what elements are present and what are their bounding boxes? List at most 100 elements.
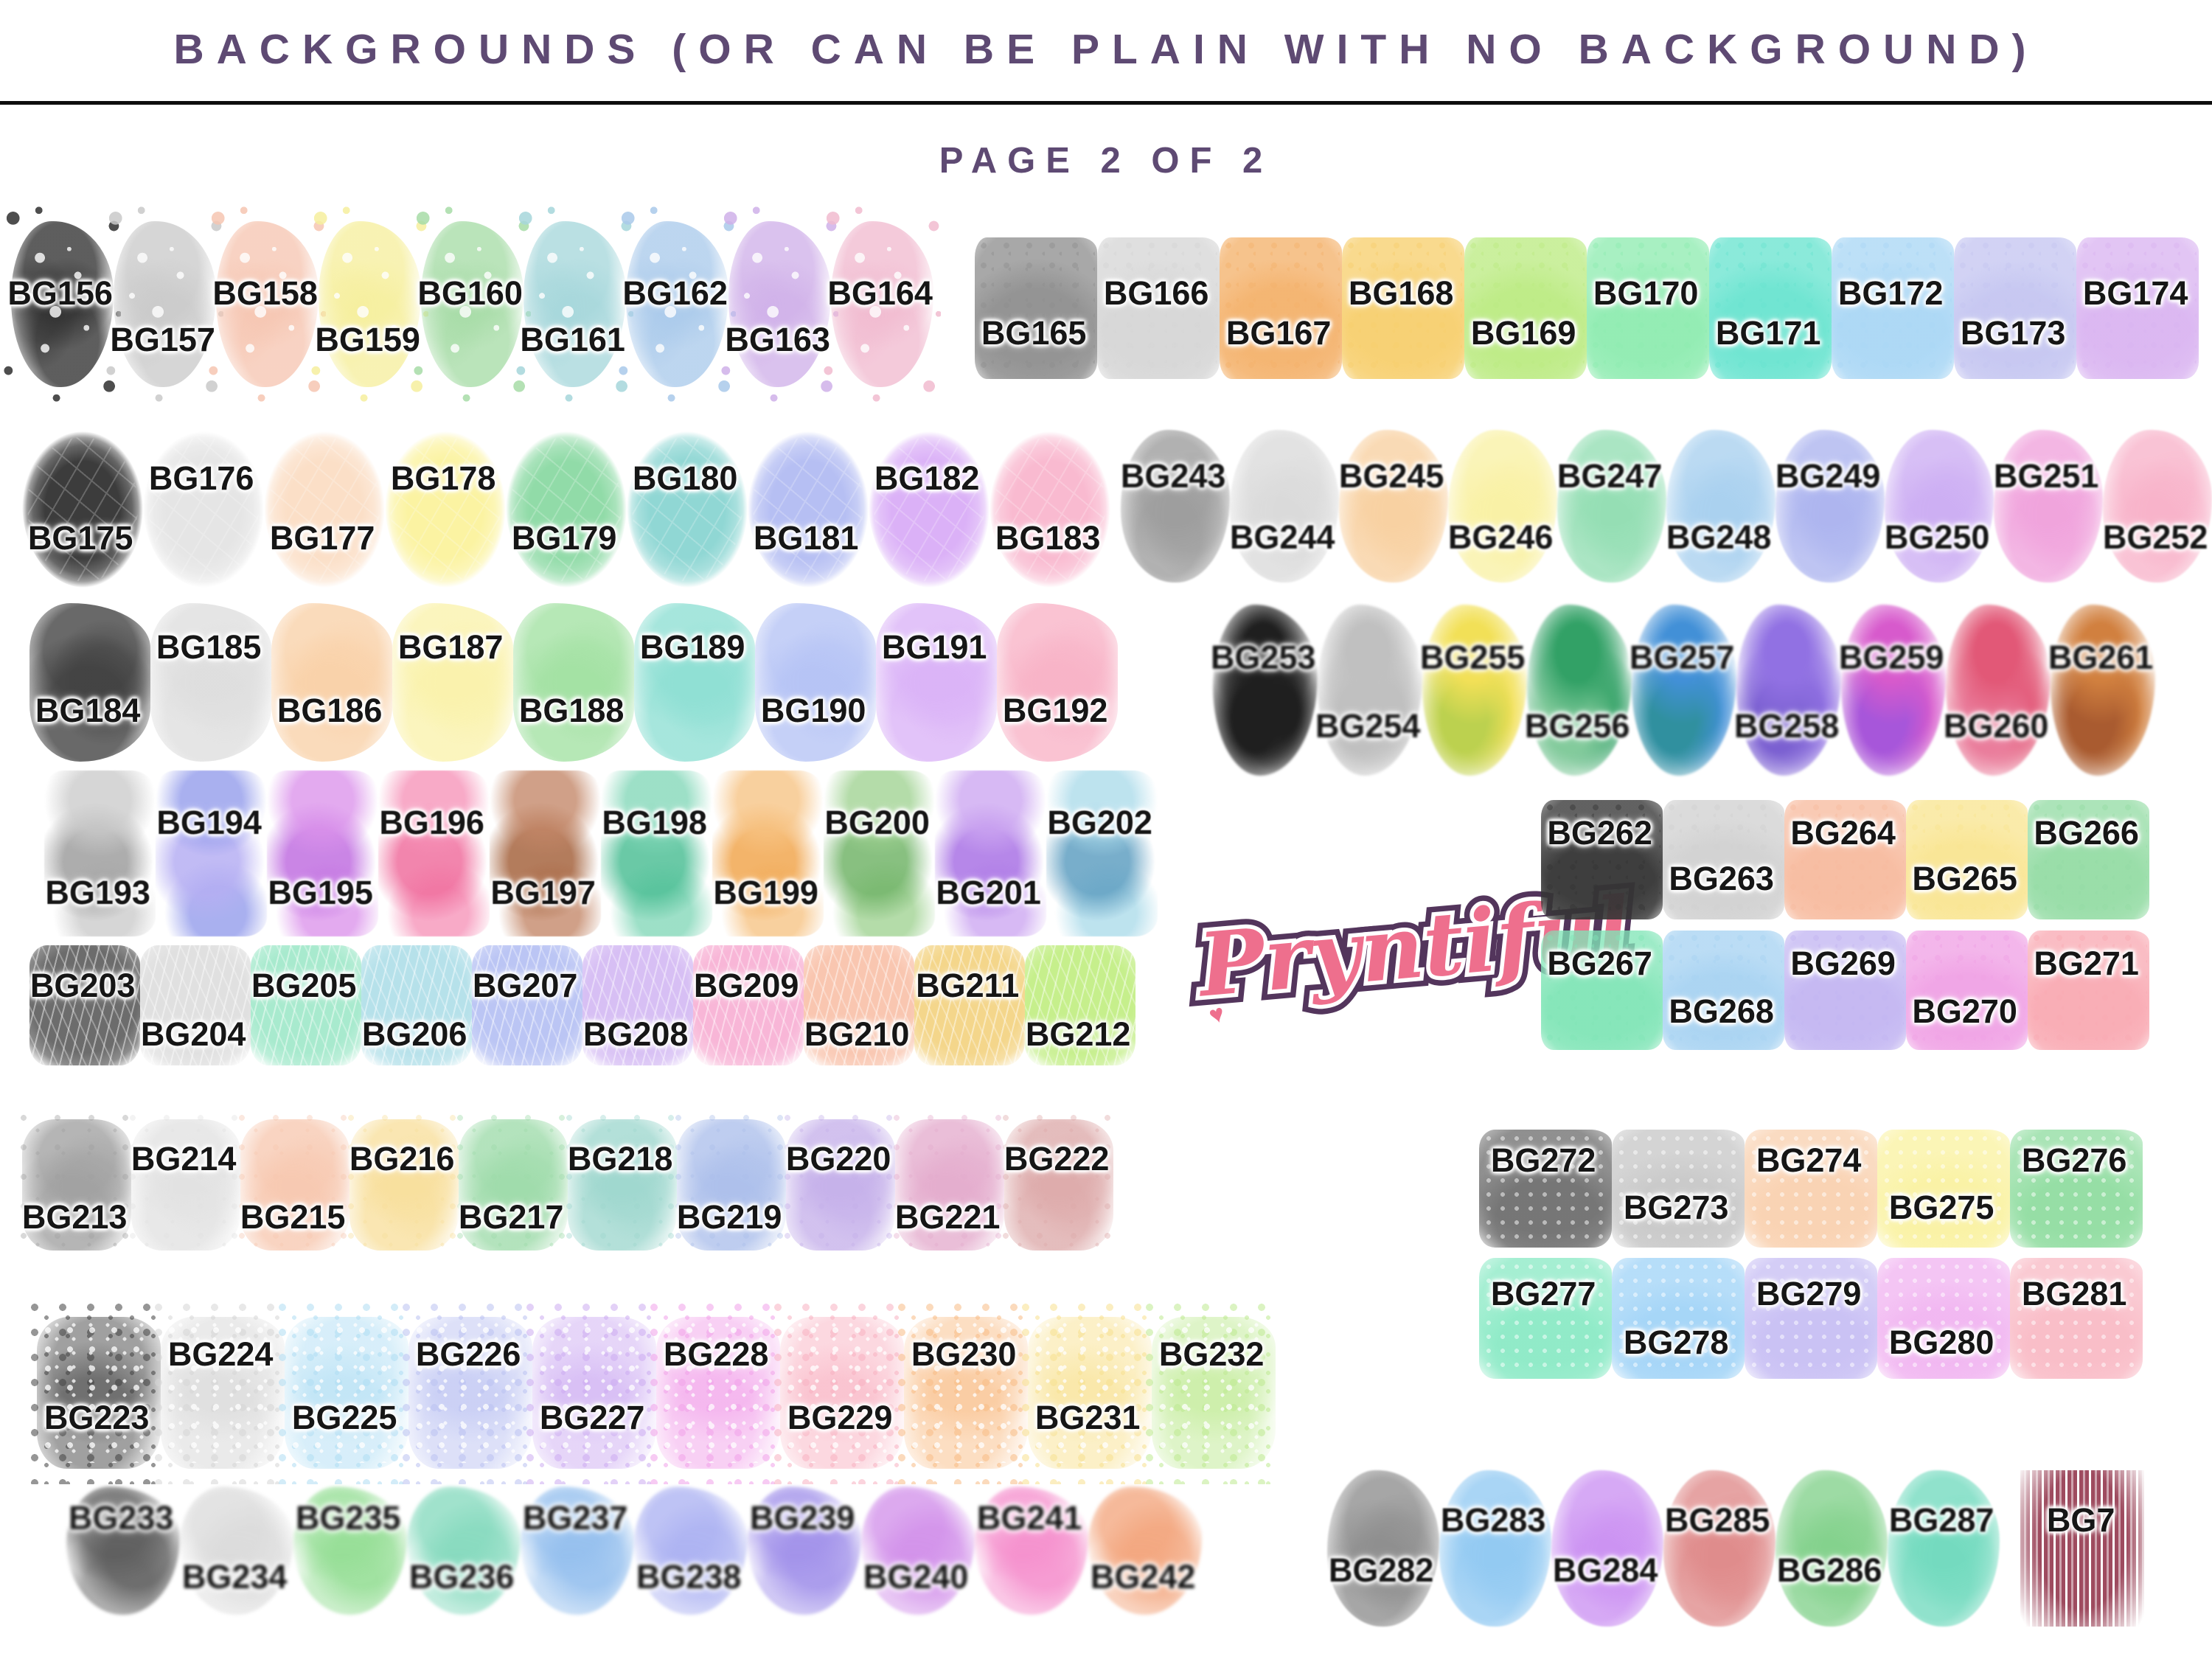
swatch-BG158: BG158 [209,206,326,403]
swatch-BG287: BG287 [1888,1470,2000,1627]
swatch-BG237: BG237 [521,1486,634,1615]
swatch-BG169: BG169 [1464,237,1587,379]
swatch-BG242: BG242 [1088,1486,1202,1615]
swatch-label: BG183 [995,519,1101,557]
swatch-BG225: BG225 [274,1301,419,1484]
swatch-label: BG266 [2034,814,2139,852]
swatch-label: BG203 [29,967,136,1004]
swatch-label: BG221 [894,1198,1001,1236]
title-divider [0,101,2212,105]
swatch-label: BG244 [1229,518,1335,556]
swatch-label: BG253 [1210,639,1316,676]
swatch-label: BG164 [827,274,933,312]
swatch-label: BG206 [361,1015,467,1053]
swatch-label: BG272 [1490,1141,1596,1179]
swatch-BG222: BG222 [998,1111,1120,1259]
swatch-label: BG278 [1623,1324,1729,1361]
swatch-label: BG282 [1328,1551,1434,1589]
swatch-BG281: BG281 [2010,1258,2143,1379]
swatch-label: BG160 [417,274,523,312]
swatch-BG196: BG196 [378,771,490,936]
swatch-BG176: BG176 [143,431,264,588]
swatch-label: BG219 [676,1198,782,1236]
swatch-BG205: BG205 [251,945,361,1065]
swatch-label: BG248 [1666,518,1772,556]
swatch-BG193: BG193 [44,771,156,936]
swatch-label: BG167 [1225,314,1332,352]
swatch-label: BG257 [1629,639,1735,676]
swatch-BG179: BG179 [506,431,627,588]
swatch-BG269: BG269 [1784,931,1906,1050]
swatch-BG203: BG203 [29,945,140,1065]
swatch-label: BG198 [602,804,707,841]
swatch-label: BG274 [1756,1141,1862,1179]
swatch-label: BG224 [167,1335,274,1373]
swatch-label: BG262 [1547,814,1652,852]
swatch-BG264: BG264 [1784,800,1906,919]
swatch-BG243: BG243 [1121,430,1230,582]
swatch-label: BG205 [251,967,357,1004]
swatch-label: BG285 [1664,1501,1770,1539]
swatch-BG265: BG265 [1906,800,2028,919]
swatch-label: BG158 [212,274,318,312]
swatch-BG283: BG283 [1439,1470,1551,1627]
swatch-label: BG194 [156,804,262,841]
swatch-BG241: BG241 [975,1486,1088,1615]
swatch-BG250: BG250 [1885,430,1994,582]
swatch-label: BG228 [663,1335,769,1373]
swatch-label: BG211 [916,967,1020,1004]
swatch-BG252: BG252 [2103,430,2212,582]
swatch-BG248: BG248 [1666,430,1775,582]
swatch-group-row3-left: BG184 BG185 BG186 BG187 BG188 BG189 BG190 BG191… [29,603,1118,762]
swatch-BG246: BG246 [1448,430,1557,582]
swatch-label: BG165 [981,314,1087,352]
swatch-label: BG192 [1002,692,1108,729]
swatch-BG172: BG172 [1832,237,1954,379]
swatch-BG168: BG168 [1342,237,1464,379]
swatch-BG181: BG181 [748,431,869,588]
swatch-BG276: BG276 [2010,1130,2143,1248]
swatch-label: BG265 [1912,860,2017,897]
swatch-BG267: BG267 [1541,931,1663,1050]
swatch-group-row7-left: BG223 BG224 BG225 BG226 BG227 BG228 BG229 BG230… [27,1301,1286,1484]
pryntiful-logo: Pryntiful Pryntiful Pryntiful ♥ [1185,867,1644,1067]
swatch-BG231: BG231 [1018,1301,1162,1484]
swatch-BG204: BG204 [140,945,251,1065]
swatch-BG164: BG164 [824,206,941,403]
swatch-BG230: BG230 [894,1301,1038,1484]
swatch-label: BG235 [295,1499,401,1537]
swatch-label: BG202 [1047,804,1152,841]
swatch-group-row1-right: BG165 BG166 BG167 BG168 BG169 BG170 BG171 BG172… [975,237,2199,379]
swatch-BG165: BG165 [975,237,1097,379]
swatch-BG279: BG279 [1745,1258,1877,1379]
swatch-BG227: BG227 [522,1301,667,1484]
swatch-BG272: BG272 [1479,1130,1612,1248]
swatch-label: BG231 [1034,1399,1141,1436]
swatch-label: BG259 [1838,639,1944,676]
swatch-label: BG240 [863,1558,969,1596]
swatch-BG175: BG175 [22,431,143,588]
swatch-label: BG279 [1756,1275,1862,1312]
swatch-label: BG276 [2021,1141,2127,1179]
swatch-BG257: BG257 [1629,605,1736,776]
swatch-label: BG229 [787,1399,893,1436]
swatch-label: BG225 [291,1399,397,1436]
swatch-BG263: BG263 [1663,800,1784,919]
swatch-BG259: BG259 [1838,605,1946,776]
swatch-BG195: BG195 [267,771,378,936]
swatch-label: BG260 [1943,707,2049,745]
swatch-group-row1-left: BG156 BG157 BG158 BG159 BG160 BG161 BG162 BG163… [4,206,941,403]
swatch-label: BG261 [2048,639,2154,676]
page-title: BACKGROUNDS (OR CAN BE PLAIN WITH NO BAC… [173,26,2039,73]
swatch-BG278: BG278 [1612,1258,1745,1379]
swatch-label: BG180 [632,459,738,497]
swatch-group-row6-right-a: BG272 BG273 BG274 BG275 BG276 [1479,1130,2143,1248]
swatch-BG211: BG211 [914,945,1025,1065]
swatch-BG238: BG238 [634,1486,748,1615]
swatch-BG270: BG270 [1906,931,2028,1050]
swatch-BG183: BG183 [990,431,1110,588]
swatch-label: BG250 [1884,518,1990,556]
swatch-label: BG213 [21,1198,128,1236]
swatch-label: BG173 [1960,314,2066,352]
